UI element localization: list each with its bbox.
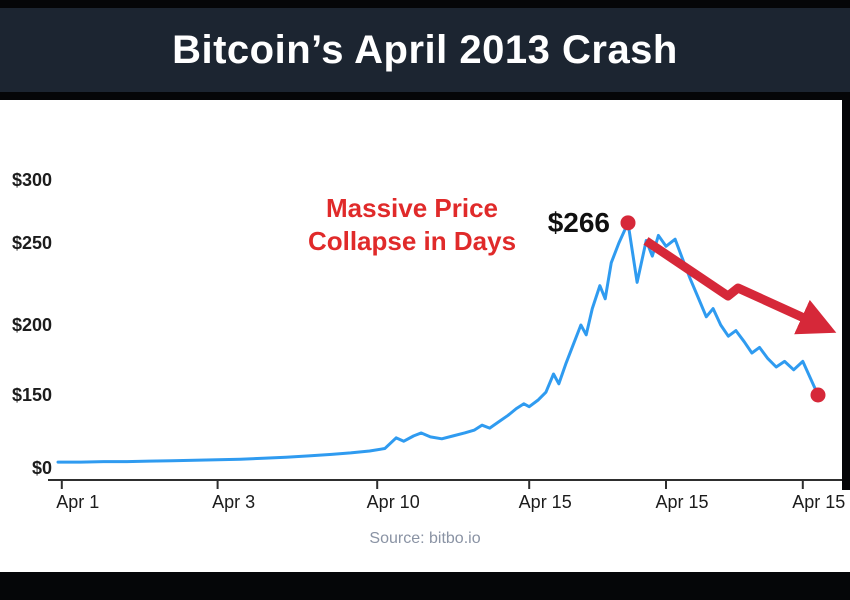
collapse-annotation-line2: Collapse in Days: [307, 225, 517, 256]
collapse-annotation-line1: Massive Price: [325, 193, 498, 223]
collapse-annotation: Massive Price Collapse in Days: [252, 192, 572, 257]
y-tick-label: $250: [12, 233, 52, 253]
source-caption: Source: bitbo.io: [369, 530, 481, 547]
x-tick-label: Apr 10: [367, 492, 420, 512]
page-title: Bitcoin’s April 2013 Crash: [172, 27, 678, 72]
x-tick-label: Apr 15: [519, 492, 572, 512]
top-frame: Bitcoin’s April 2013 Crash: [0, 0, 850, 100]
x-tick-label: Apr 3: [212, 492, 255, 512]
btc-price-line: [56, 221, 820, 464]
y-tick-label: $300: [12, 170, 52, 190]
crash-end-dot: [810, 387, 826, 403]
y-tick-label: $0: [32, 458, 52, 478]
title-banner: Bitcoin’s April 2013 Crash: [0, 8, 850, 92]
x-tick-label: Apr 1: [56, 492, 99, 512]
price-line-chart: $0 $150 $200 $250 $300 Apr 1 Apr 3 Apr 10 Apr 15…: [12, 170, 845, 512]
right-frame-strip: [842, 100, 850, 490]
y-tick-label: $200: [12, 315, 52, 335]
peak-dot: [620, 215, 636, 231]
x-tick-label: Apr 15: [792, 492, 845, 512]
bottom-frame: [0, 572, 850, 600]
chart-panel: $0 $150 $200 $250 $300 Apr 1 Apr 3 Apr 10 Apr 15…: [0, 100, 850, 572]
peak-price-label: $266: [548, 207, 610, 238]
x-tick-label: Apr 15: [655, 492, 708, 512]
crash-arrow: [643, 237, 837, 335]
y-tick-label: $150: [12, 385, 52, 405]
